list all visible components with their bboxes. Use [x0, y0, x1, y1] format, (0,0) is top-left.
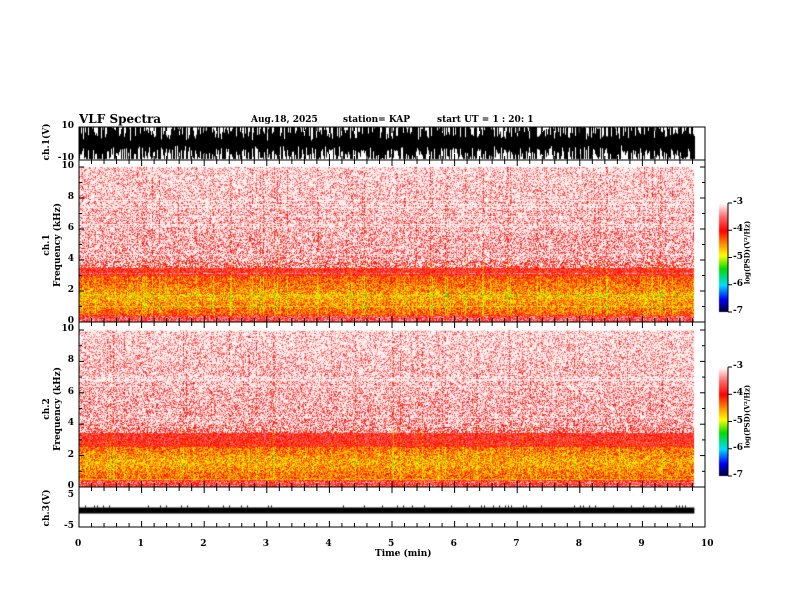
colorbar-tick-label: -5: [733, 251, 743, 262]
ch2-spectrogram-ylabel: ch.2 Frequency (kHz): [42, 349, 64, 469]
y-tick-label: 10: [61, 121, 74, 131]
y-tick-label: 10: [61, 324, 74, 334]
x-tick-label: 8: [575, 539, 583, 549]
x-tick-label: 2: [200, 539, 207, 549]
y-tick-label: 10: [61, 161, 74, 171]
x-tick-label: 4: [325, 539, 332, 549]
colorbar-tick-label: -6: [733, 442, 743, 453]
y-tick-label: 5: [67, 490, 74, 500]
colorbar-tick-label: -3: [733, 361, 743, 371]
ylabel-line2: Frequency (kHz): [53, 203, 63, 288]
y-tick-label: 8: [67, 355, 74, 366]
y-tick-label: 4: [67, 254, 74, 264]
colorbar2-label: log(PSD)(V²/Hz): [742, 384, 752, 449]
x-tick-label: 6: [450, 539, 457, 549]
ylabel-line1: ch.1: [42, 234, 52, 256]
y-tick-label: 8: [67, 192, 74, 202]
y-tick-label: 0: [67, 481, 74, 491]
colorbar-tick-label: -7: [733, 470, 743, 480]
y-tick-label: 6: [67, 386, 74, 397]
x-axis-label: Time (min): [375, 549, 432, 559]
ch1-spectrogram-ylabel: ch.1 Frequency (kHz): [42, 185, 64, 305]
figure-title: VLF Spectra: [79, 112, 162, 126]
colorbar-tick-label: -6: [733, 278, 743, 289]
station-label: station= KAP: [343, 115, 411, 125]
x-tick-label: 3: [262, 539, 270, 549]
x-tick-label: 0: [75, 539, 82, 549]
x-tick-label: 1: [137, 539, 144, 549]
panel-frame: [78, 159, 706, 323]
y-tick-label: 0: [67, 316, 74, 326]
ch3-ylabel: ch.3(V): [42, 489, 52, 527]
colorbar-tick-label: -3: [733, 197, 743, 207]
colorbar1-label: log(PSD)(V²/Hz): [742, 220, 752, 285]
y-tick-label: 6: [67, 223, 74, 233]
x-tick-label: 5: [388, 539, 395, 549]
x-tick-label: 10: [701, 539, 714, 549]
panel-frame: [78, 321, 706, 488]
ylabel-line2: Frequency (kHz): [53, 367, 63, 452]
x-tick-label: 7: [513, 539, 520, 549]
date-label: Aug.18, 2025: [251, 115, 318, 125]
colorbar-tick-label: -5: [733, 415, 743, 426]
y-tick-label: 2: [67, 285, 74, 295]
x-tick-label: 9: [638, 539, 645, 549]
colorbar-tick-label: -7: [733, 306, 743, 316]
y-tick-label: 2: [67, 449, 74, 460]
start-ut-label: start UT = 1 : 20: 1: [437, 115, 534, 125]
y-tick-label: -5: [64, 521, 74, 531]
y-tick-label: -10: [57, 153, 74, 163]
y-tick-label: 4: [67, 418, 74, 429]
ylabel-line1: ch.2: [42, 398, 52, 420]
colorbar-tick-label: -4: [733, 224, 743, 235]
ch1-ylabel: ch.1(V): [42, 123, 52, 161]
colorbar-tick-label: -4: [733, 388, 743, 399]
